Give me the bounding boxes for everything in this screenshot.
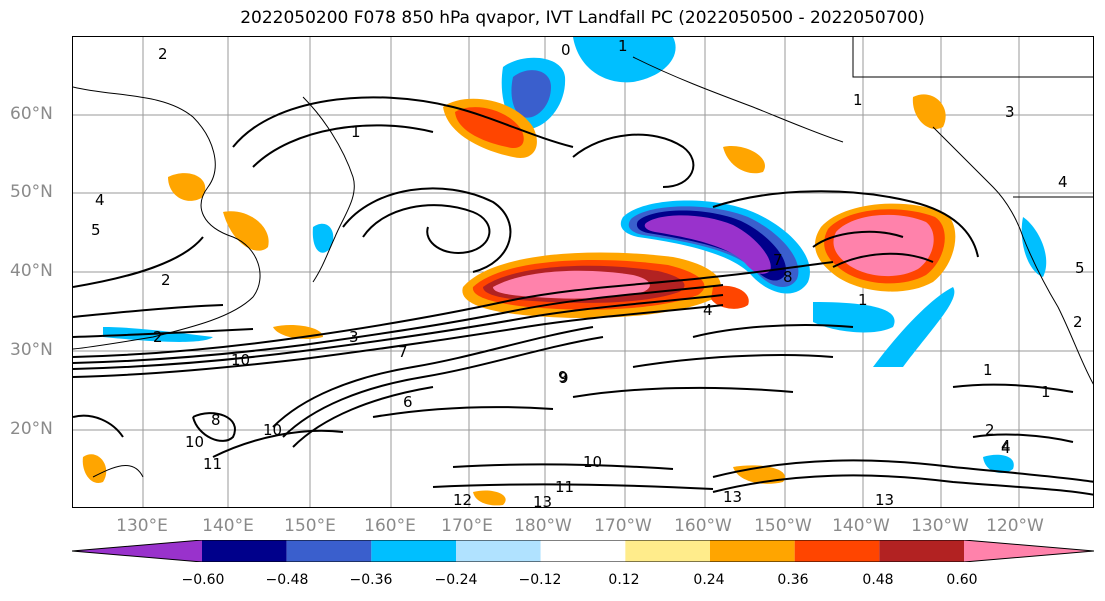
lat-label-60n: 60°N — [10, 104, 53, 124]
lon-label-180w: 180°W — [514, 516, 572, 536]
lat-label-50n: 50°N — [10, 182, 53, 202]
lon-label-160w: 160°W — [674, 516, 732, 536]
contour-label: 12 — [453, 491, 472, 508]
contour-label: 5 — [1075, 259, 1085, 277]
contour-label: 10 — [263, 421, 282, 439]
colorbar-cell — [72, 540, 202, 562]
colorbar-cell — [540, 540, 626, 562]
colorbar-cell — [371, 540, 456, 562]
contour-label: 8 — [783, 268, 793, 286]
contour-label: 13 — [533, 493, 552, 508]
colorbar-tick: −0.36 — [349, 572, 393, 588]
colorbar-canvas — [71, 539, 1095, 563]
contour-label: 6 — [403, 393, 413, 411]
contour-label: 10 — [583, 453, 602, 471]
lat-label-30n: 30°N — [10, 340, 53, 360]
colorbar-tick: −0.12 — [518, 572, 562, 588]
colorbar-cell — [879, 540, 964, 562]
contour-label: 2 — [161, 271, 171, 289]
lon-label-130e: 130°E — [116, 516, 168, 536]
contour-label: 13 — [723, 488, 742, 506]
map-canvas: 2 0 1 1 7 8 4 1 2 4 5 3 2 10 9 7 6 1 4 8… — [73, 37, 1093, 508]
contour-label: 0 — [561, 41, 571, 59]
contour-label: 9 — [559, 369, 569, 387]
lon-label-150w: 150°W — [754, 516, 812, 536]
contour-label: 2 — [153, 328, 163, 346]
colorbar-cell — [456, 540, 541, 562]
contour-label: 10 — [185, 433, 204, 451]
colorbar-cell — [964, 540, 1094, 562]
figure-title: 2022050200 F078 850 hPa qvapor, IVT Land… — [240, 8, 925, 28]
contour-label: 7 — [398, 343, 408, 361]
contour-label: 2 — [985, 421, 995, 439]
colorbar-tick: 0.24 — [693, 572, 725, 588]
colorbar-tick: 0.36 — [777, 572, 809, 588]
lon-label-160e: 160°E — [364, 516, 416, 536]
lon-label-170e: 170°E — [441, 516, 493, 536]
lon-label-170w: 170°W — [594, 516, 652, 536]
contour-label: 4 — [703, 301, 713, 319]
lon-label-150e: 150°E — [284, 516, 336, 536]
contour-label: 4 — [95, 191, 105, 209]
lon-label-140e: 140°E — [202, 516, 254, 536]
colorbar-tick: −0.60 — [181, 572, 225, 588]
colorbar-tick: −0.48 — [265, 572, 309, 588]
contour-lines — [73, 96, 1093, 496]
contour-label: 10 — [231, 351, 250, 369]
contour-label: 4 — [1001, 437, 1011, 455]
colorbar-cell — [710, 540, 795, 562]
contour-label: 2 — [158, 45, 168, 63]
contour-label: 1 — [983, 361, 993, 379]
lon-label-130w: 130°W — [911, 516, 969, 536]
contour-label-group: 2 0 1 1 7 8 4 1 2 4 5 3 2 10 9 7 6 1 4 8… — [91, 37, 1085, 508]
colorbar-cells — [71, 539, 1095, 563]
colorbar-cell — [286, 540, 372, 562]
qvapor-shading — [82, 37, 1047, 506]
contour-label: 4 — [1001, 439, 1011, 457]
lat-label-40n: 40°N — [10, 261, 53, 281]
colorbar — [71, 539, 1095, 563]
contour-label: 1 — [858, 291, 868, 309]
contour-label: 8 — [211, 411, 221, 429]
colorbar-cell — [202, 540, 287, 562]
contour-label: 1 — [1041, 383, 1051, 401]
lon-label-120w: 120°W — [986, 516, 1044, 536]
colorbar-tick: 0.12 — [608, 572, 640, 588]
lat-label-20n: 20°N — [10, 419, 53, 439]
colorbar-tick: 0.48 — [862, 572, 894, 588]
contour-label: 7 — [773, 251, 783, 269]
contour-label: 13 — [875, 491, 894, 508]
contour-label: 2 — [1073, 313, 1083, 331]
contour-label: 9 — [558, 368, 568, 386]
colorbar-cell — [625, 540, 710, 562]
contour-label: 5 — [91, 221, 101, 239]
contour-label: 11 — [555, 478, 574, 496]
lon-label-140w: 140°W — [832, 516, 890, 536]
map-panel: 2 0 1 1 7 8 4 1 2 4 5 3 2 10 9 7 6 1 4 8… — [72, 36, 1094, 508]
contour-label: 11 — [203, 455, 222, 473]
contour-label: 3 — [1005, 103, 1015, 121]
colorbar-cell — [794, 540, 880, 562]
contour-label: 3 — [349, 328, 359, 346]
contour-label: 1 — [853, 91, 863, 109]
contour-label: 1 — [618, 37, 628, 55]
contour-label: 1 — [351, 123, 361, 141]
colorbar-tick: 0.60 — [946, 572, 978, 588]
colorbar-tick: −0.24 — [434, 572, 478, 588]
contour-label: 4 — [1058, 173, 1068, 191]
